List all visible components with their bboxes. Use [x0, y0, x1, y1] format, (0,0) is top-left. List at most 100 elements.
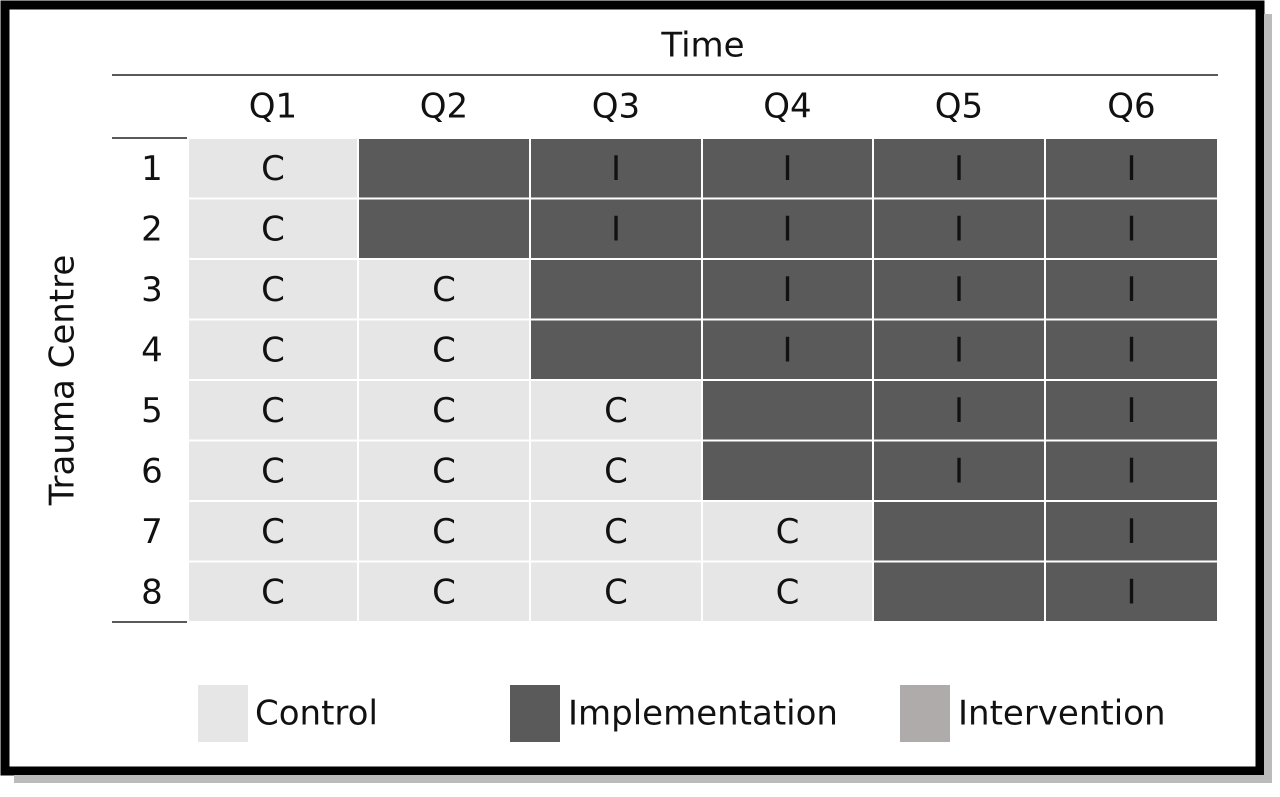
cell-text: C [261, 330, 285, 370]
cell-text: C [776, 572, 800, 612]
cell [1044, 560, 1219, 623]
column-header: Q4 [763, 87, 811, 127]
cell-text: C [432, 512, 456, 552]
cell [872, 439, 1046, 502]
column-header: Q3 [592, 87, 640, 127]
cell-text: C [261, 209, 285, 249]
header-title: Time [660, 26, 744, 66]
cell-text: C [261, 451, 285, 491]
cell [529, 318, 703, 381]
legend-swatch [900, 685, 950, 742]
cell-text: I [1126, 391, 1136, 431]
cell-text: I [954, 270, 964, 310]
cell [1044, 318, 1219, 381]
cell [872, 379, 1046, 442]
cell-text: I [782, 209, 792, 249]
cell [187, 560, 359, 623]
cell [701, 379, 874, 442]
cell [872, 258, 1046, 321]
legend-label: Control [255, 694, 378, 734]
frame-shadow [14, 775, 1272, 783]
cell-text: I [1126, 572, 1136, 612]
cell-text: I [1126, 209, 1136, 249]
cell [701, 197, 874, 260]
cell-text: C [604, 451, 628, 491]
cell [357, 379, 531, 442]
cell-text: I [954, 451, 964, 491]
cell [187, 318, 359, 381]
cell-text: I [1126, 330, 1136, 370]
column-header: Q1 [249, 87, 297, 127]
legend-swatch [510, 685, 560, 742]
cell-text: C [604, 512, 628, 552]
cell-text: C [261, 512, 285, 552]
row-label: 8 [141, 572, 163, 612]
cell [529, 197, 703, 260]
cell-text: I [611, 209, 621, 249]
legend-label: Implementation [568, 694, 838, 734]
cell [357, 197, 531, 260]
cell-text: C [261, 572, 285, 612]
cell [872, 197, 1046, 260]
cell-text: I [1126, 451, 1136, 491]
cell-text: I [782, 330, 792, 370]
column-header: Q6 [1107, 87, 1155, 127]
cell-text: C [432, 330, 456, 370]
cell [872, 500, 1046, 563]
cell-text: I [1126, 149, 1136, 189]
cell-text: C [776, 512, 800, 552]
cell-text: I [611, 149, 621, 189]
row-label: 5 [141, 391, 163, 431]
cell [357, 318, 531, 381]
cell-text: C [432, 572, 456, 612]
row-label: 2 [141, 209, 163, 249]
cell-text: I [954, 149, 964, 189]
cell-text: I [954, 391, 964, 431]
cell [357, 560, 531, 623]
cell-text: C [432, 270, 456, 310]
cell [1044, 379, 1219, 442]
cell-text: I [954, 209, 964, 249]
legend-label: Intervention [958, 694, 1166, 734]
cell [187, 258, 359, 321]
cell [529, 258, 703, 321]
row-label: 7 [141, 512, 163, 552]
cell [529, 137, 703, 200]
cell [872, 560, 1046, 623]
cell-text: C [261, 270, 285, 310]
cell-text: C [604, 572, 628, 612]
cell-text: I [1126, 270, 1136, 310]
frame-shadow [1264, 14, 1272, 780]
cell [1044, 500, 1219, 563]
cell-text: C [261, 149, 285, 189]
cell-text: C [432, 451, 456, 491]
cell [529, 439, 703, 502]
cell [701, 258, 874, 321]
side-label: Trauma Centre [43, 255, 83, 507]
column-header: Q2 [420, 87, 468, 127]
cell [187, 137, 359, 200]
cell [187, 379, 359, 442]
cell [529, 560, 703, 623]
row-label: 6 [141, 451, 163, 491]
column-header: Q5 [935, 87, 983, 127]
cell [1044, 258, 1219, 321]
cell-text: C [604, 391, 628, 431]
cell [529, 379, 703, 442]
cell [357, 137, 531, 200]
row-label: 4 [141, 330, 163, 370]
legend-swatch [198, 685, 248, 742]
cell [701, 318, 874, 381]
row-label: 3 [141, 270, 163, 310]
cell-text: C [261, 391, 285, 431]
cell [357, 258, 531, 321]
row-label: 1 [141, 149, 163, 189]
cell-text: I [1126, 512, 1136, 552]
cell-text: I [954, 330, 964, 370]
cell-text: I [782, 149, 792, 189]
cell-text: I [782, 270, 792, 310]
cell-text: C [432, 391, 456, 431]
cell [701, 439, 874, 502]
cell [1044, 439, 1219, 502]
